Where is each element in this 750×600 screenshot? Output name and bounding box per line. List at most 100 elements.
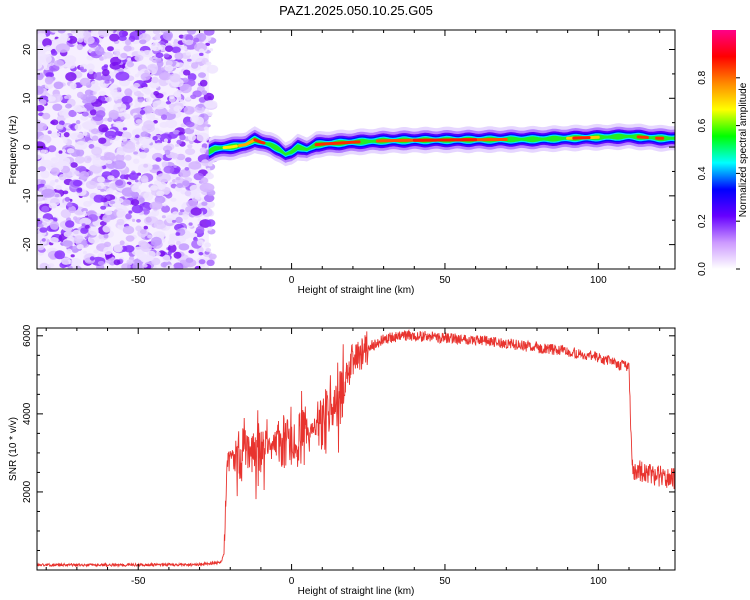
- noise-blob: [90, 30, 97, 36]
- noise-blob: [100, 238, 105, 243]
- noise-blob: [83, 250, 87, 255]
- noise-blob: [150, 236, 162, 246]
- noise-blob: [204, 194, 215, 203]
- noise-blob: [110, 56, 122, 66]
- noise-blob: [56, 55, 61, 60]
- noise-blob: [206, 219, 216, 227]
- noise-blob: [137, 98, 144, 103]
- noise-blob: [179, 169, 191, 178]
- noise-blob: [205, 42, 211, 47]
- noise-blob: [137, 249, 143, 254]
- noise-blob: [50, 132, 61, 139]
- ridge-hot-core: [314, 140, 361, 147]
- noise-blob: [173, 38, 178, 43]
- noise-blob: [132, 218, 136, 222]
- noise-blob: [37, 30, 46, 37]
- noise-blob: [121, 95, 133, 104]
- noise-blob: [203, 126, 209, 131]
- noise-blob: [193, 37, 200, 43]
- noise-blob: [44, 83, 54, 90]
- noise-blob: [136, 252, 148, 261]
- noise-blob: [133, 130, 140, 135]
- noise-blob: [206, 64, 219, 74]
- noise-blob: [39, 99, 47, 106]
- noise-blob: [41, 238, 46, 242]
- noise-blob: [108, 109, 119, 119]
- noise-blob: [196, 132, 210, 142]
- noise-blob: [179, 134, 186, 141]
- noise-blob: [82, 131, 88, 136]
- noise-blob: [40, 179, 46, 185]
- noise-blob: [192, 90, 202, 98]
- noise-blob: [147, 165, 153, 170]
- noise-blob: [118, 30, 127, 38]
- noise-blob: [74, 140, 88, 150]
- noise-blob: [181, 101, 186, 105]
- noise-blob: [126, 61, 135, 68]
- noise-blob: [134, 54, 144, 62]
- noise-blob: [108, 135, 113, 139]
- noise-blob: [128, 210, 133, 214]
- noise-blob: [91, 85, 101, 92]
- noise-blob: [154, 142, 164, 151]
- noise-blob: [149, 57, 154, 61]
- noise-blob: [187, 30, 197, 35]
- noise-blob: [84, 89, 93, 96]
- noise-blob: [83, 212, 88, 217]
- ridge-hot-core: [636, 135, 649, 139]
- noise-blob: [157, 184, 166, 190]
- ridge-hot-core: [572, 136, 591, 140]
- noise-blob: [151, 257, 161, 266]
- noise-blob: [208, 253, 217, 260]
- noise-blob: [176, 183, 184, 189]
- noise-blob: [48, 202, 58, 209]
- noise-blob: [124, 113, 131, 120]
- noise-blob: [163, 165, 175, 174]
- noise-blob: [50, 119, 59, 126]
- noise-blob: [115, 179, 124, 186]
- snr-ytick-label: 2000: [22, 480, 33, 503]
- noise-blob: [198, 259, 206, 265]
- noise-blob: [178, 131, 184, 135]
- noise-blob: [83, 31, 92, 38]
- figure-title: PAZ1.2025.050.10.25.G05: [279, 3, 433, 18]
- noise-blob: [63, 230, 74, 238]
- ridge-green: [208, 133, 675, 156]
- noise-blob: [56, 115, 66, 122]
- snr-ticks: -50 0 50 100 2000 4000 6000: [22, 324, 675, 587]
- noise-blob: [108, 84, 120, 92]
- spectrogram-ytick-label: -10: [22, 188, 33, 203]
- noise-blob: [161, 215, 166, 219]
- noise-blob: [76, 91, 84, 99]
- noise-blob: [70, 162, 78, 168]
- noise-blob: [93, 249, 99, 254]
- noise-blob: [123, 45, 132, 52]
- ridge-hot-core: [412, 138, 478, 142]
- noise-blob: [79, 66, 84, 71]
- noise-blob: [58, 157, 71, 165]
- noise-blob: [165, 119, 178, 129]
- noise-blob: [49, 221, 59, 230]
- noise-blob: [156, 173, 172, 183]
- noise-blob: [188, 161, 202, 170]
- colorbar-gradient: [712, 30, 736, 269]
- noise-blob: [161, 205, 171, 213]
- noise-blob: [63, 139, 68, 144]
- noise-blob: [169, 73, 181, 83]
- noise-blob: [170, 197, 177, 202]
- noise-blob: [174, 52, 184, 60]
- noise-blob: [162, 145, 173, 152]
- noise-blob: [169, 95, 175, 100]
- noise-blob: [201, 159, 210, 167]
- noise-blob: [127, 57, 132, 62]
- noise-blob: [102, 214, 111, 223]
- spectrogram-xtick-label: 100: [590, 275, 607, 286]
- noise-blob: [116, 218, 125, 226]
- noise-blob: [113, 244, 123, 253]
- noise-blob: [184, 190, 192, 197]
- noise-blob: [51, 50, 58, 56]
- noise-blob: [122, 127, 128, 131]
- noise-blob: [99, 96, 106, 102]
- noise-blob: [98, 137, 107, 144]
- colorbar-tick-label: 0.8: [697, 70, 708, 84]
